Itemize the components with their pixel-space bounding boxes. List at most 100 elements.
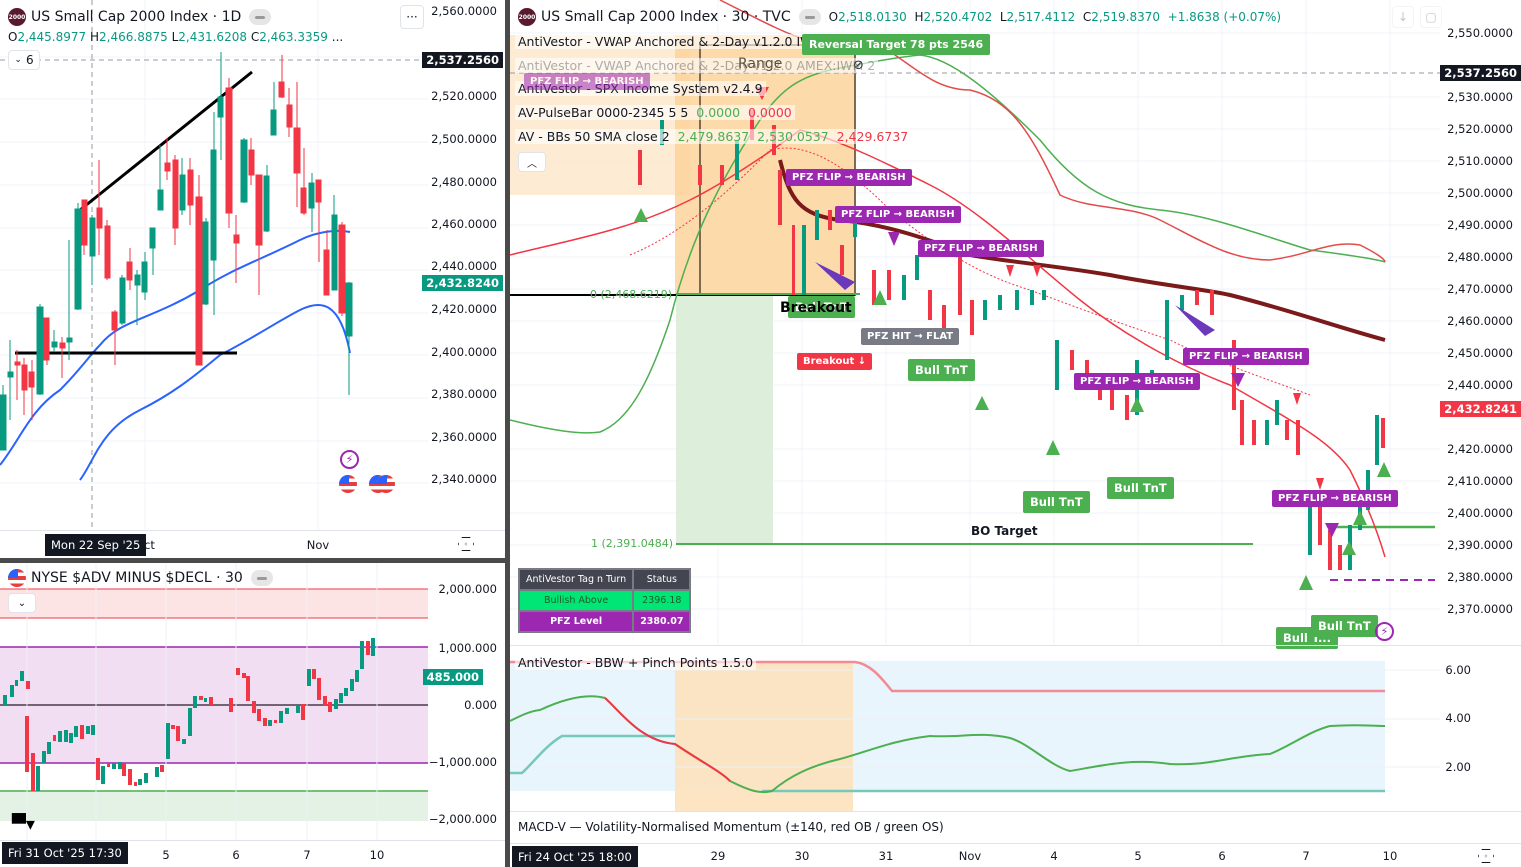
chevron-down-icon: ⌄ [14,55,22,65]
pfz-flip-label[interactable]: PFZ FLIP → BEARISH [524,73,650,90]
crosshair-time-label: Fri 24 Oct '25 18:00 [512,846,638,867]
breadth-time-axis[interactable]: 5 6 7 10 Fri 31 Oct '25 17:30 [0,840,428,867]
value-tick: −1,000.000 [428,755,497,769]
high-value: 2,520.4702 [923,10,993,24]
macd-v-indicator-title[interactable]: MACD-V — Volatility-Normalised Momentum … [515,820,947,834]
table-row: PFZ Level 2380.07 [517,610,692,633]
price-tick: 2,360.0000 [431,430,497,444]
hide-legend-toggle[interactable] [249,9,272,25]
time-tick: 10 [1382,849,1398,863]
maximize-icon: ▢ [1425,10,1437,24]
hide-legend-toggle[interactable] [798,9,821,25]
breadth-value-axis[interactable]: 2,000.000 1,000.000 0.000 −1,000.000 −2,… [422,563,505,840]
price-tick: 2,380.0000 [1447,570,1513,584]
bull-tnt-label[interactable]: Bull TnT [788,296,855,318]
table-header: Status [632,568,692,591]
price-tick: 2,470.0000 [1447,282,1513,296]
open-value: 2,518.0130 [838,10,907,24]
collapse-indicators-button[interactable]: ︿ [518,152,546,172]
more-options-button[interactable]: ··· [400,5,424,29]
us-flag-icon [8,569,26,587]
value-tick: −2,000.000 [428,812,497,826]
value-tick: 4.00 [1445,711,1471,725]
intraday-time-axis[interactable]: 29 30 31 Nov 4 5 6 7 10 Fri 24 Oct '25 1… [510,843,1440,867]
price-tick: 2,500.0000 [431,132,497,146]
time-tick: 6 [1218,849,1226,863]
breakout-down-label[interactable]: Breakout ↓ [797,353,873,370]
reversal-target-label[interactable]: Reversal Target 78 pts 2546 [802,34,991,55]
bbw-pane-canvas[interactable] [510,646,1440,811]
pfz-flip-label[interactable]: PFZ FLIP → BEARISH [1074,373,1200,390]
table-header: AntiVestor Tag n Turn [517,568,635,591]
bull-tnt-label[interactable]: Bull TnT [908,359,975,381]
pfz-flip-label[interactable]: PFZ FLIP → BEARISH [1183,348,1309,365]
intraday-chart-pane[interactable]: 2000 US Small Cap 2000 Index · 30 · TVC … [510,0,1521,867]
price-tick: 2,390.0000 [1447,538,1513,552]
price-tick: 2,500.0000 [1447,186,1513,200]
daily-price-axis[interactable]: 2,560.0000 2,520.0000 2,500.0000 2,480.0… [422,0,505,530]
pfz-flip-label[interactable]: PFZ FLIP → BEARISH [835,206,961,223]
us-flag-event-icon[interactable] [339,475,357,493]
indicator-vwap-amex[interactable]: AntiVestor - VWAP Anchored & 2-Day v1.2.… [515,58,879,73]
daily-chart-legend: 2000 US Small Cap 2000 Index · 1D [8,8,272,26]
crosshair-time-label: Fri 31 Oct '25 17:30 [2,842,128,864]
time-tick: 29 [710,849,726,863]
high-label: H [914,10,924,24]
time-tick: 31 [878,849,894,863]
pfz-flip-label[interactable]: PFZ FLIP → BEARISH [918,240,1044,257]
high-label: H [90,30,100,44]
legend-expand-button[interactable]: ⌄ [8,593,36,613]
bull-tnt-label[interactable]: Bull TnT [1023,491,1090,513]
tradingview-logo[interactable]: ▀▾ [12,814,35,835]
pfz-hit-label[interactable]: PFZ HIT → FLAT [861,328,960,345]
daily-time-axis[interactable]: Oct Nov Mon 22 Sep '25 [0,530,428,558]
indicators-collapse-button[interactable]: ⌄ 6 [8,50,40,70]
hide-eye-icon[interactable]: ⊘ [853,58,864,73]
value-tick: 0.000 [464,698,497,712]
lightning-event-icon[interactable]: ⚡ [1375,622,1394,641]
price-tick: 2,460.0000 [1447,314,1513,328]
price-tick: 2,550.0000 [1447,26,1513,40]
price-tick: 2,370.0000 [1447,602,1513,616]
table-cell: PFZ Level [517,610,635,633]
breadth-chart-pane[interactable]: NYSE $ADV MINUS $DECL · 30 ⌄ ▀▾ 2,000.00… [0,563,505,867]
breadth-chart-legend: NYSE $ADV MINUS $DECL · 30 [8,569,273,587]
price-tick: 2,520.0000 [431,89,497,103]
pfz-flip-label[interactable]: PFZ FLIP → BEARISH [1272,490,1398,507]
pfz-flip-label[interactable]: PFZ FLIP → BEARISH [786,169,912,186]
bbw-axis[interactable]: 6.00 4.00 2.00 [1440,646,1521,811]
time-tick: 10 [369,848,385,862]
indicator-value: 2,530.0537 [757,129,829,144]
bull-tnt-label[interactable]: Bull TnT [1311,615,1378,637]
indicator-bbs-50-sma[interactable]: AV - BBs 50 SMA close 2 2,479.8637 2,530… [515,129,912,144]
lightning-event-icon[interactable]: ⚡ [340,450,359,469]
intraday-chart-title[interactable]: US Small Cap 2000 Index · 30 · TVC [541,9,791,25]
time-tick: Nov [306,538,330,552]
intraday-price-axis[interactable]: 2,550.0000 2,530.0000 2,520.0000 2,510.0… [1440,0,1521,645]
close-value: 2,519.8370 [1091,10,1161,24]
price-tick: 2,460.0000 [431,217,497,231]
auto-scale-settings-icon[interactable]: ◦ [458,537,474,551]
price-tick: 2,400.0000 [431,345,497,359]
price-tick: 2,400.0000 [1447,506,1513,520]
auto-scale-settings-icon[interactable]: ◦ [1478,849,1494,863]
daily-chart-pane[interactable]: ⚡ 2000 US Small Cap 2000 Index · 1D O 2,4… [0,0,505,558]
breadth-chart-title[interactable]: NYSE $ADV MINUS $DECL · 30 [31,570,243,586]
indicator-name: AntiVestor - VWAP Anchored & 2-Day v1.2.… [518,34,836,49]
us-flag-event-icon-group-2[interactable] [377,475,395,493]
daily-chart-title[interactable]: US Small Cap 2000 Index · 1D [31,9,242,25]
breadth-chart-canvas[interactable] [0,563,428,840]
close-label: C [1082,10,1092,24]
bull-tnt-label[interactable]: Bull TnT [1107,477,1174,499]
fib-1-label: 1 (2,391.0484) [591,537,674,550]
close-value: 2,463.3359 [259,30,328,44]
indicator-value: 0.0000 [696,105,741,120]
time-tick: 6 [232,848,240,862]
bbw-indicator-title[interactable]: AntiVestor - BBW + Pinch Points 1.5.0 [515,655,757,670]
hide-legend-toggle[interactable] [250,570,273,586]
indicator-pulsebar[interactable]: AV-PulseBar 0000-2345 5 5 0.0000 0.0000 [515,105,795,120]
scroll-down-button[interactable]: ↓ [1392,6,1414,28]
daily-chart-canvas[interactable] [0,0,428,530]
maximize-button[interactable]: ▢ [1420,6,1442,28]
indicator-value: 0.0000 [748,105,792,120]
